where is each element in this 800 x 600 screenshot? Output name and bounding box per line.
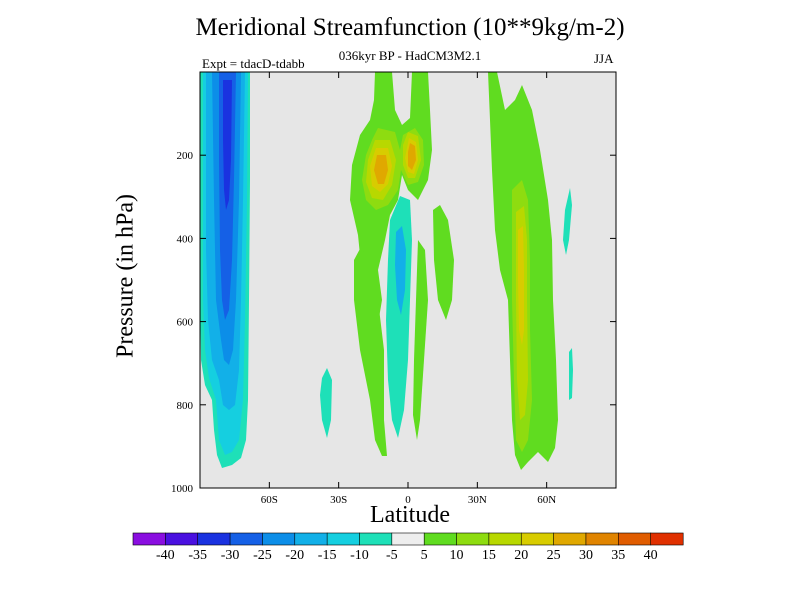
chart-subtitle: 036kyr BP - HadCM3M2.1 (338, 48, 482, 63)
colorbar-swatch (262, 532, 296, 546)
northern-midlatitude-positive-cell-core (518, 226, 524, 345)
northern-tropical-positive-cell-core (408, 143, 416, 170)
southern-tropical-positive-cell-core (374, 155, 388, 184)
northern-high-latitude-positive-strip (544, 372, 552, 410)
colorbar-label: 20 (514, 548, 528, 563)
tropical-lower-positive-band (413, 240, 428, 440)
colorbar-label: -10 (350, 548, 369, 563)
colorbar-label: -30 (221, 548, 240, 563)
contour-layer (200, 72, 573, 470)
colorbar-swatch (585, 532, 619, 546)
colorbar-label: 25 (547, 548, 561, 563)
chart-title: Meridional Streamfunction (10**9kg/m-2) (195, 14, 625, 41)
x-axis-ticks: 60S 30S 0 30N 60N (261, 72, 556, 506)
colorbar-label: 30 (579, 548, 593, 563)
y-axis-ticks: 200 400 600 800 1000 (171, 150, 616, 495)
colorbar-label: -20 (285, 548, 304, 563)
x-tick-label: 30N (468, 494, 487, 506)
colorbar-swatch (165, 532, 199, 546)
northern-subtropical-positive-cell (433, 205, 454, 320)
colorbar-label: 5 (421, 548, 428, 563)
southern-midlatitude-negative-patch (320, 368, 332, 438)
x-tick-label: 60S (261, 494, 278, 506)
colorbar-swatch (229, 532, 263, 546)
y-tick-label: 800 (177, 400, 194, 412)
high-latitude-negative-sliver (569, 348, 573, 400)
colorbar-swatch (294, 532, 328, 546)
colorbar-swatch (553, 532, 587, 546)
colorbar-label: -5 (386, 548, 398, 563)
southern-negative-cell-core (223, 80, 232, 210)
season-label: JJA (594, 51, 614, 66)
colorbar-swatch (359, 532, 393, 546)
colorbar-swatch (197, 532, 231, 546)
colorbar-swatch (520, 532, 555, 546)
y-tick-label: 1000 (171, 483, 194, 495)
southern-subtropical-positive-cell (354, 245, 387, 456)
colorbar: -40 -35 -30 -25 -20 -15 -10 -5 5 10 15 20 25 30 35 40 (132, 532, 684, 563)
colorbar-swatch (650, 532, 684, 546)
x-tick-label: 30S (330, 494, 347, 506)
colorbar-swatch (456, 532, 490, 546)
experiment-label: Expt = tdacD-tdabb (202, 56, 305, 71)
colorbar-swatch (488, 532, 522, 546)
colorbar-label: -15 (318, 548, 337, 563)
colorbar-label: -40 (156, 548, 175, 563)
high-latitude-negative-patch (563, 188, 572, 255)
colorbar-label: 15 (482, 548, 496, 563)
y-tick-label: 600 (177, 317, 194, 329)
colorbar-label: 35 (611, 548, 625, 563)
x-axis-label: Latitude (370, 502, 450, 528)
colorbar-swatch (391, 532, 425, 546)
colorbar-swatch (617, 532, 652, 546)
tropical-negative-cell-core (395, 226, 406, 315)
y-tick-label: 200 (177, 150, 194, 162)
y-tick-label: 400 (177, 233, 194, 245)
colorbar-label: -35 (188, 548, 207, 563)
colorbar-label: 40 (644, 548, 658, 563)
colorbar-swatch (423, 532, 458, 546)
colorbar-label: 10 (450, 548, 464, 563)
x-tick-label: 60N (537, 494, 556, 506)
colorbar-swatch (326, 532, 360, 546)
colorbar-label: -25 (253, 548, 272, 563)
x-tick-label: 0 (405, 494, 411, 506)
colorbar-swatch (132, 532, 166, 546)
